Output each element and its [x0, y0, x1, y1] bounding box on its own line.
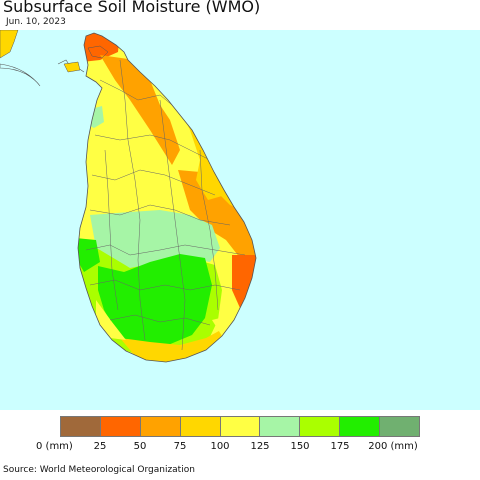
legend-tick-label: 200 (mm)	[368, 441, 418, 452]
legend-swatch	[100, 417, 141, 436]
legend-tick-label: 25	[93, 441, 107, 452]
legend-swatch	[140, 417, 181, 436]
map-date: Jun. 10, 2023	[6, 17, 66, 27]
india-coast-islands	[0, 63, 41, 87]
legend-tick-label: 75	[173, 441, 187, 452]
legend-tick-label: 125	[250, 441, 270, 452]
legend-swatch	[220, 417, 261, 436]
legend-tick-label: 175	[330, 441, 350, 452]
map-title: Subsurface Soil Moisture (WMO)	[3, 0, 261, 16]
legend-swatch	[380, 417, 420, 436]
legend-swatch	[180, 417, 221, 436]
legend-ticks: 0 (mm) 25 50 75 100 125 150 175 200 (mm)	[0, 441, 480, 455]
legend-colorbar	[60, 416, 420, 437]
legend-swatch	[300, 417, 341, 436]
legend-swatch	[260, 417, 301, 436]
legend-swatch	[61, 417, 101, 436]
legend-tick-label: 0 (mm)	[36, 441, 73, 452]
source-credit: Source: World Meteorological Organizatio…	[3, 465, 195, 475]
jaffna-lagoon	[87, 45, 109, 59]
legend-tick-label: 50	[133, 441, 147, 452]
legend-tick-label: 150	[290, 441, 310, 452]
soil-moisture-map	[0, 30, 480, 410]
legend-swatch	[340, 417, 381, 436]
india-coast	[0, 30, 19, 59]
mannar-island	[63, 61, 81, 73]
legend-tick-label: 100	[210, 441, 230, 452]
